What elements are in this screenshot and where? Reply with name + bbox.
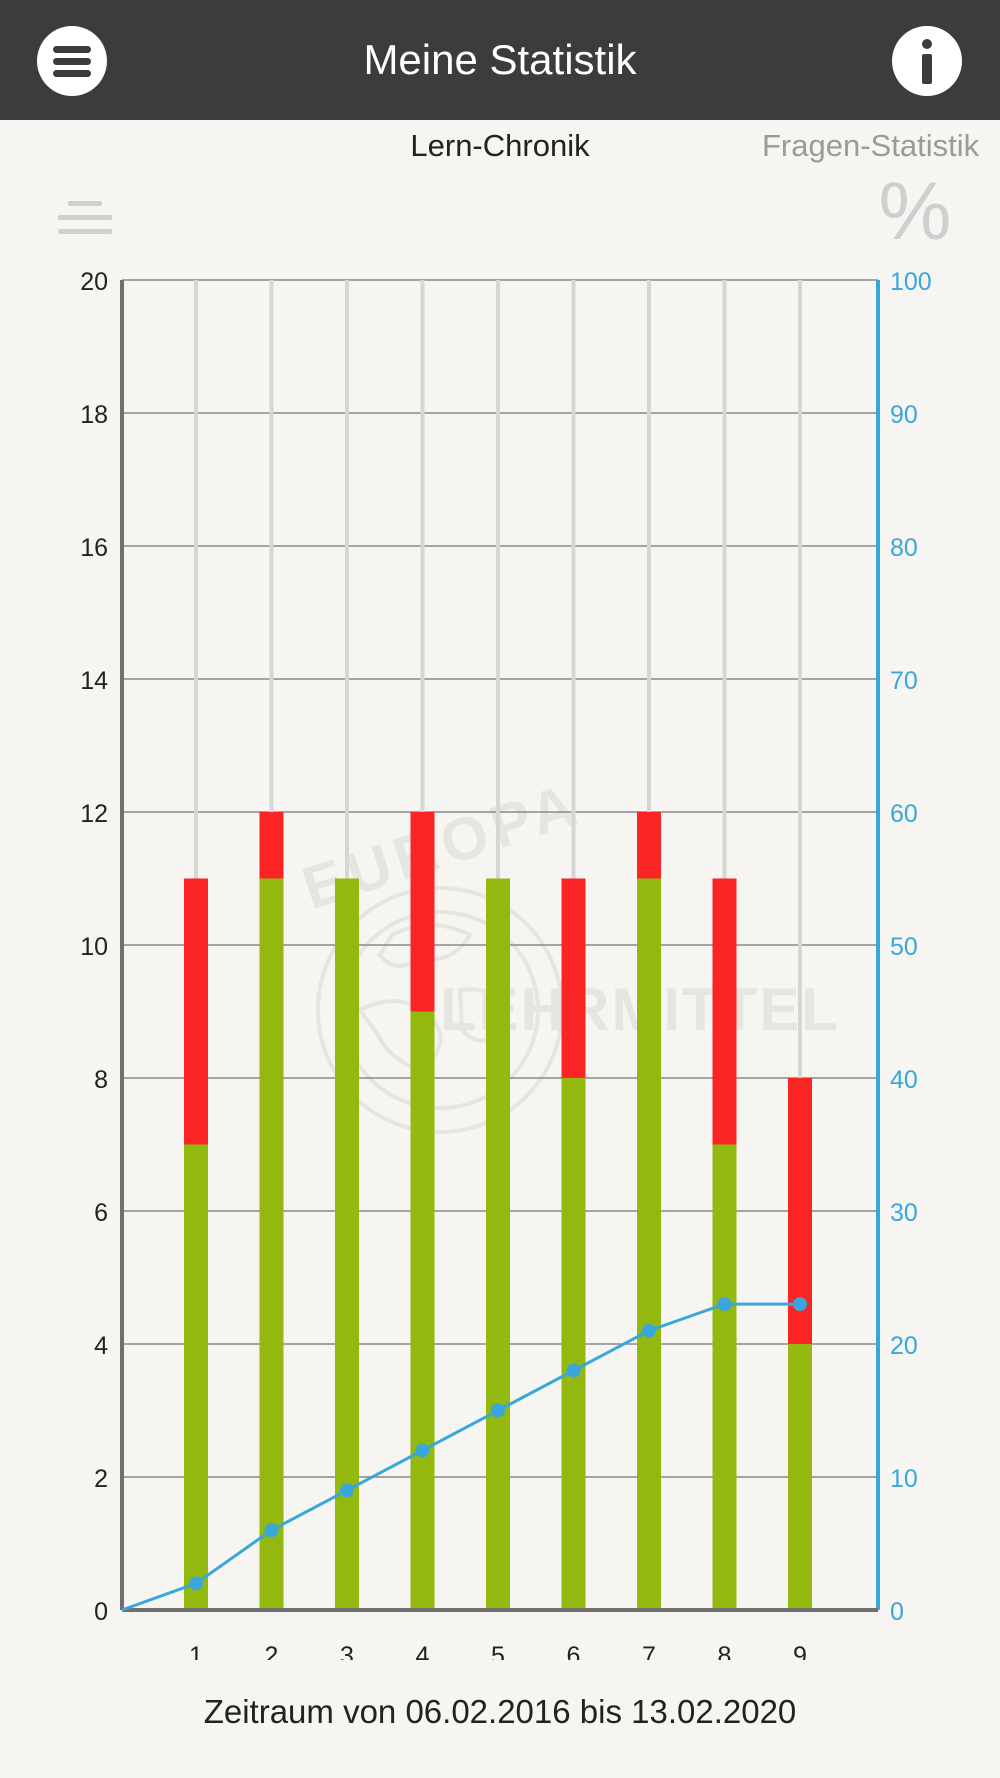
y-tick-label-right: 70 bbox=[890, 667, 918, 695]
list-icon[interactable] bbox=[58, 198, 112, 242]
x-tick-label: 7 bbox=[642, 1642, 656, 1660]
bar-correct bbox=[184, 1144, 208, 1610]
bar-wrong bbox=[637, 812, 661, 879]
y-tick-label-left: 0 bbox=[94, 1598, 108, 1626]
info-icon[interactable] bbox=[892, 26, 962, 96]
period-label: Zeitraum von 06.02.2016 bis 13.02.2020 bbox=[203, 1693, 797, 1730]
line-point bbox=[491, 1403, 505, 1418]
bar-correct bbox=[259, 878, 284, 1610]
x-tick-label: 6 bbox=[567, 1642, 581, 1660]
line-point bbox=[264, 1523, 279, 1538]
y-tick-label-left: 20 bbox=[80, 268, 108, 296]
line-point bbox=[642, 1323, 656, 1338]
percent-icon[interactable]: % bbox=[878, 166, 952, 257]
line-point bbox=[189, 1576, 203, 1591]
page-title: Meine Statistik bbox=[363, 36, 637, 83]
bar-wrong bbox=[259, 812, 284, 879]
bar-wrong bbox=[184, 878, 208, 1145]
bar-correct bbox=[486, 878, 510, 1610]
bar-wrong bbox=[712, 878, 737, 1145]
line-point bbox=[793, 1297, 807, 1312]
x-tick-label: 4 bbox=[416, 1642, 430, 1660]
y-tick-label-left: 2 bbox=[94, 1465, 108, 1493]
y-tick-label-left: 16 bbox=[80, 534, 108, 562]
x-tick-label: 8 bbox=[718, 1642, 732, 1660]
bar-correct bbox=[637, 878, 661, 1610]
y-tick-label-left: 4 bbox=[94, 1332, 108, 1360]
bar-correct bbox=[410, 1011, 435, 1610]
line-series bbox=[121, 1302, 800, 1612]
y-tick-label-left: 14 bbox=[80, 667, 108, 695]
line-point bbox=[340, 1483, 354, 1498]
line-point bbox=[566, 1363, 581, 1378]
y-tick-label-right: 0 bbox=[890, 1598, 904, 1626]
learning-chart: EUROPA LEHRMITTEL 0246810121416182001020… bbox=[80, 268, 932, 1660]
bar-correct bbox=[712, 1144, 737, 1610]
tab-lern-chronik[interactable]: Lern-Chronik bbox=[410, 128, 590, 163]
tab-fragen-statistik[interactable]: Fragen-Statistik bbox=[762, 128, 980, 163]
y-tick-label-right: 80 bbox=[890, 534, 918, 562]
x-tick-label: 1 bbox=[189, 1642, 203, 1660]
x-tick-label: 3 bbox=[340, 1642, 354, 1660]
bar-wrong bbox=[410, 812, 435, 1012]
app-header: Meine Statistik bbox=[0, 0, 1000, 120]
bar-correct bbox=[788, 1344, 812, 1610]
y-tick-label-right: 50 bbox=[890, 933, 918, 961]
y-tick-label-left: 12 bbox=[80, 800, 108, 828]
x-tick-label: 9 bbox=[793, 1642, 807, 1660]
bar-correct bbox=[561, 1078, 586, 1610]
y-tick-label-right: 20 bbox=[890, 1332, 918, 1360]
bar-correct bbox=[335, 878, 359, 1610]
hamburger-menu-icon[interactable] bbox=[37, 26, 107, 96]
y-tick-label-right: 10 bbox=[890, 1465, 918, 1493]
bar-wrong bbox=[561, 878, 586, 1078]
x-tick-label: 5 bbox=[491, 1642, 505, 1660]
y-tick-label-right: 60 bbox=[890, 800, 918, 828]
y-tick-label-left: 8 bbox=[94, 1066, 108, 1094]
y-tick-label-left: 18 bbox=[80, 401, 108, 429]
y-tick-label-right: 100 bbox=[890, 268, 932, 296]
y-tick-label-right: 40 bbox=[890, 1066, 918, 1094]
y-tick-label-left: 6 bbox=[94, 1199, 108, 1227]
y-tick-label-left: 10 bbox=[80, 933, 108, 961]
line-point bbox=[717, 1297, 732, 1312]
line-point bbox=[415, 1443, 430, 1458]
y-tick-label-right: 30 bbox=[890, 1199, 918, 1227]
x-tick-label: 2 bbox=[265, 1642, 279, 1660]
y-tick-label-right: 90 bbox=[890, 401, 918, 429]
